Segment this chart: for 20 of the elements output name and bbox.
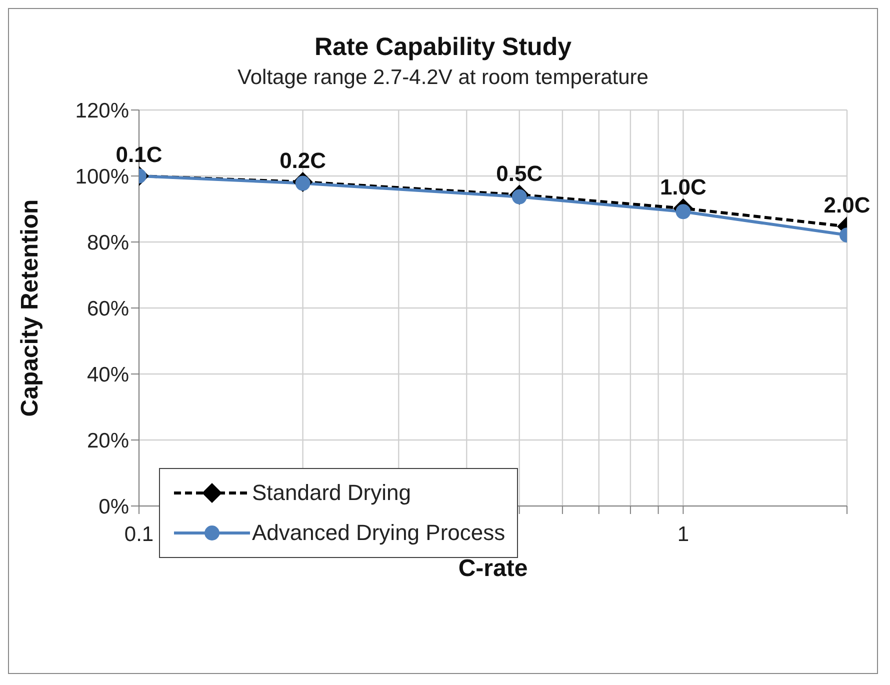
chart-title: Rate Capability Study — [314, 33, 572, 62]
annotation: 0.2C — [280, 148, 326, 173]
legend-label: Standard Drying — [252, 480, 411, 506]
y-tick-label: 40% — [86, 363, 129, 386]
y-tick-label: 20% — [86, 429, 129, 452]
y-tick-label: 100% — [75, 165, 129, 188]
x-axis-title: C-rate — [458, 555, 528, 582]
legend-label: Advanced Drying Process — [252, 520, 506, 546]
y-tick-label: 120% — [75, 99, 129, 122]
annotation: 1.0C — [660, 174, 707, 200]
x-tick-label: 0.1 — [124, 522, 154, 546]
y-axis-title: Capacity Retention — [16, 199, 44, 417]
chart-subtitle: Voltage range 2.7-4.2V at room temperature — [236, 66, 650, 90]
y-tick-label: 60% — [86, 297, 129, 320]
annotation: 2.0C — [824, 192, 870, 218]
y-tick-label: 80% — [86, 231, 129, 254]
annotation: 0.5C — [496, 160, 543, 186]
annotation: 0.1C — [116, 142, 162, 167]
x-tick-label: 1 — [677, 522, 690, 546]
y-tick-label: 0% — [98, 495, 129, 518]
